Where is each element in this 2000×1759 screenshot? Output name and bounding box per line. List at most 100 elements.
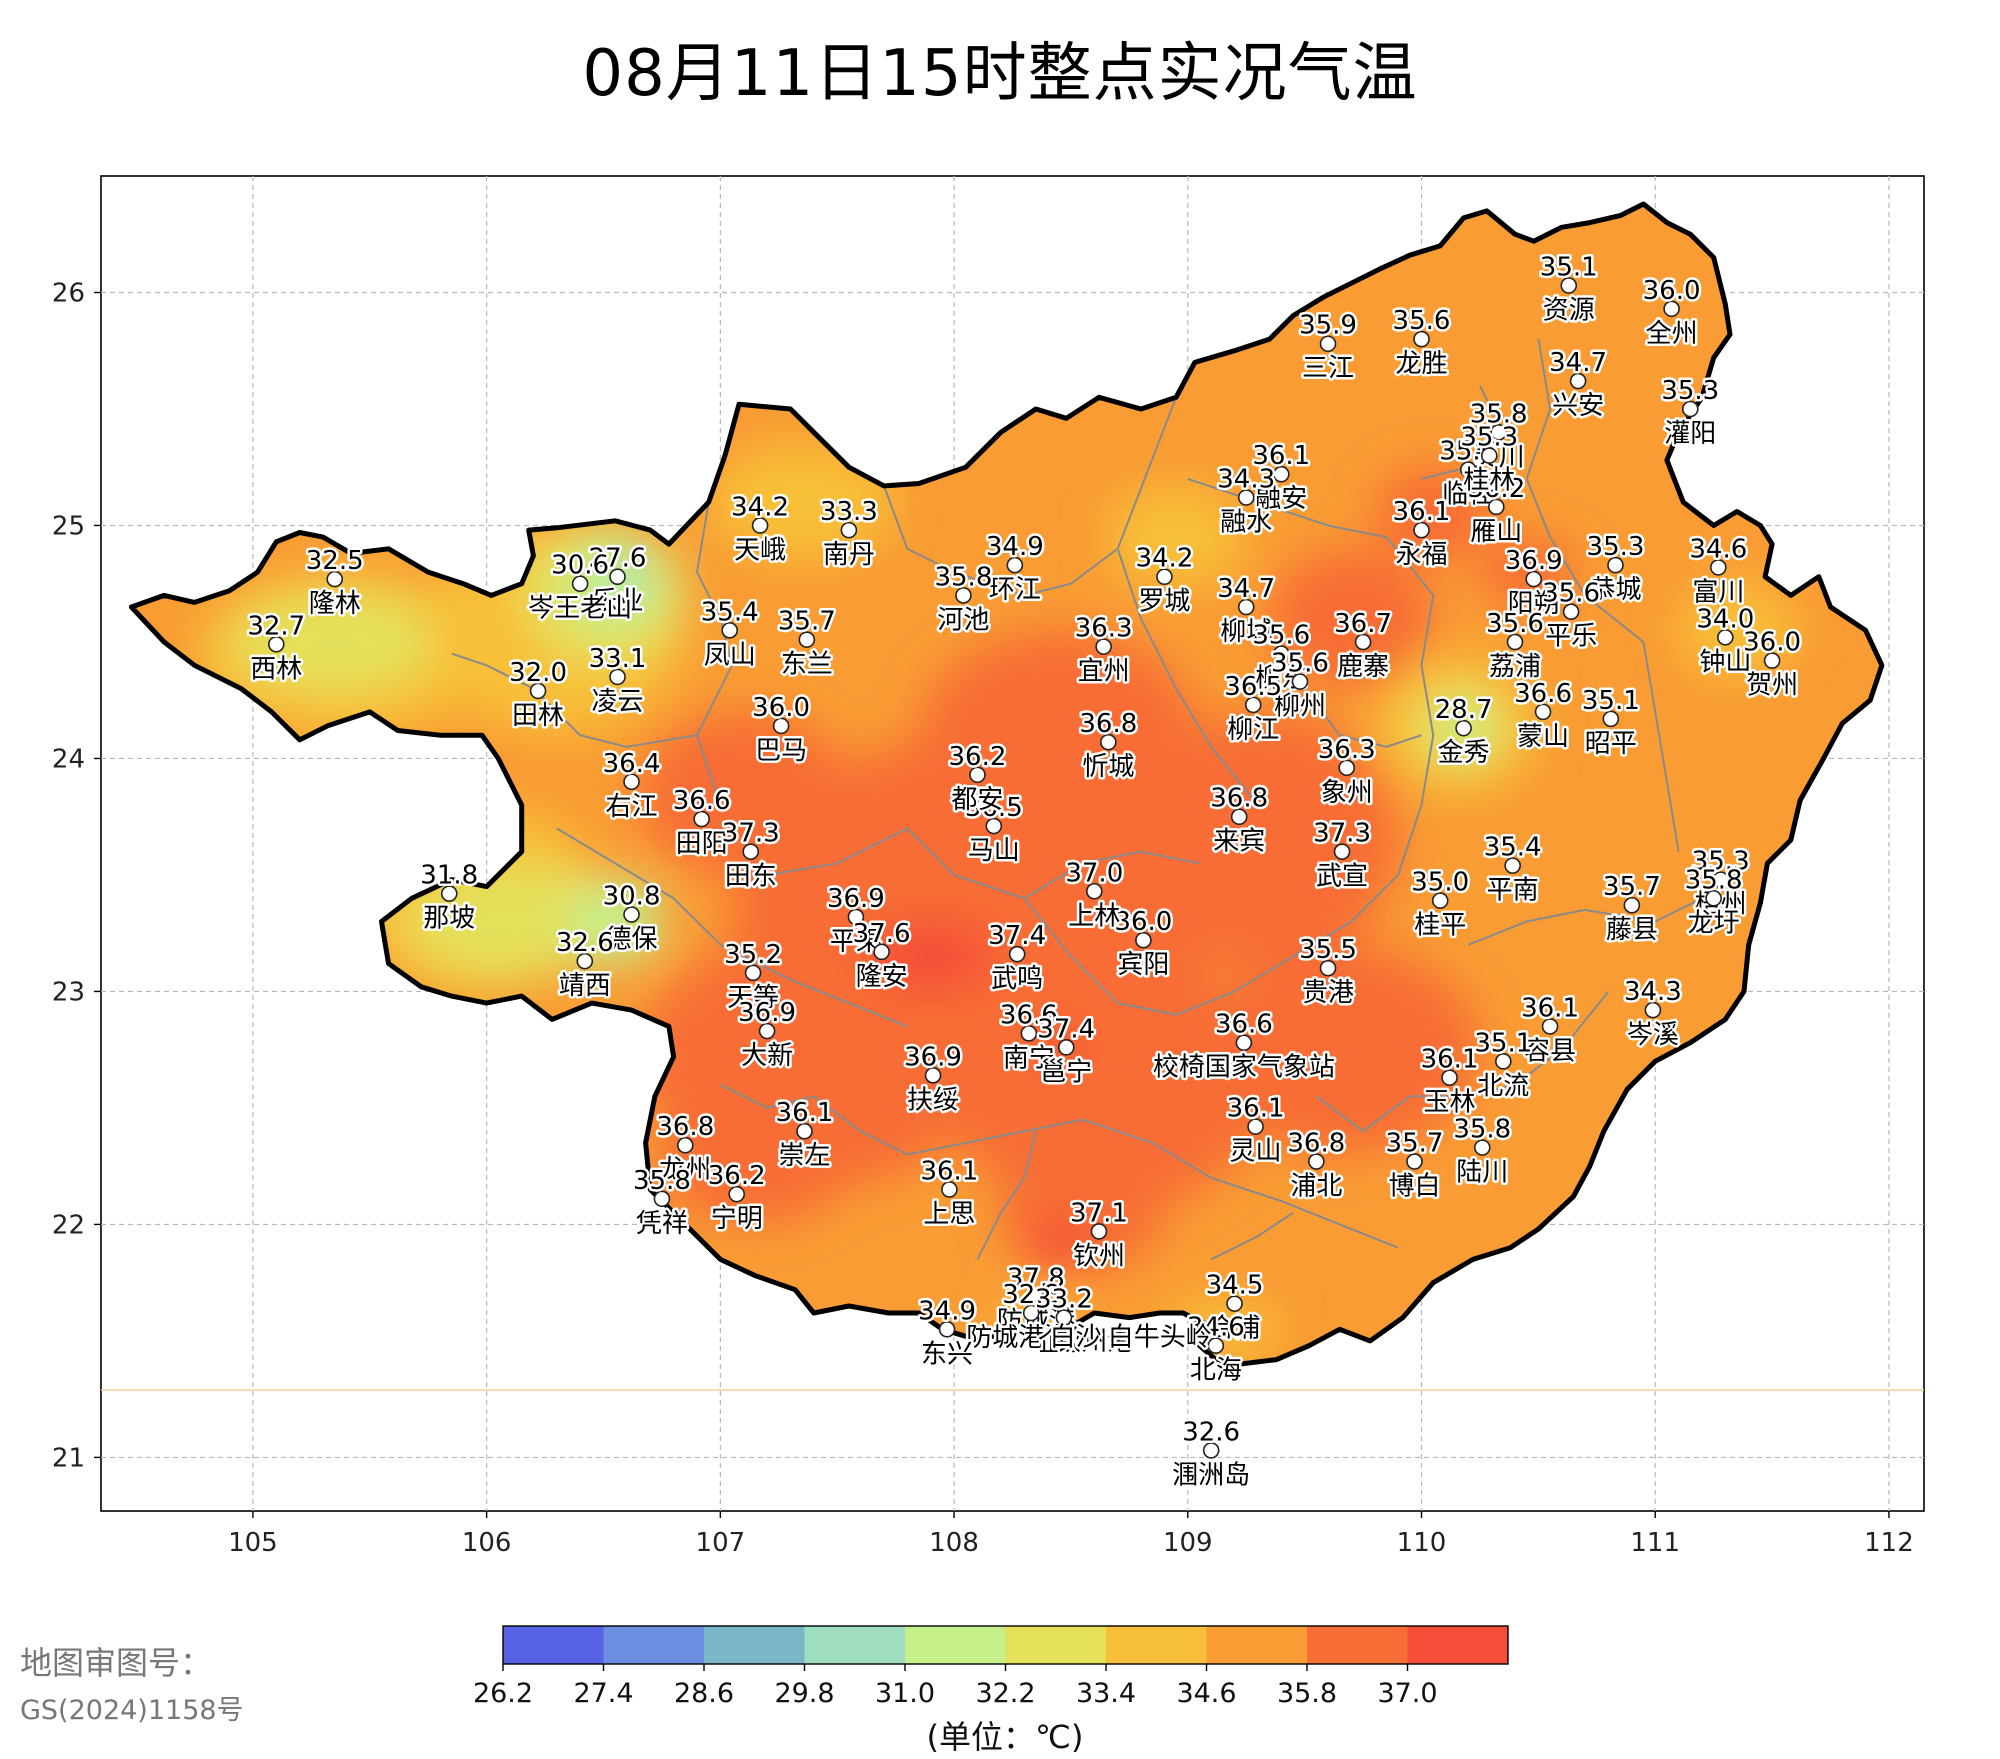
station-name: 荔浦 — [1489, 652, 1541, 682]
station-marker: 35.7 藤县 — [1600, 870, 1663, 948]
station-dot — [1506, 633, 1524, 651]
station-value: 36.5 — [1224, 672, 1282, 702]
station-dot — [941, 1181, 958, 1198]
station-marker: 35.7 东兰 — [775, 604, 838, 682]
station-value: 35.7 — [1603, 872, 1661, 902]
station-dot — [1431, 892, 1449, 909]
station-name: 上林 — [1068, 901, 1120, 931]
colorbar-segment — [905, 1626, 1006, 1664]
x-tick-label: 108 — [929, 1528, 979, 1558]
station-value: 35.3 — [1661, 376, 1719, 406]
station-marker: 36.2 雁山 — [1465, 471, 1528, 549]
colorbar-tick-label: 35.8 — [1277, 1678, 1337, 1709]
station-dot — [1663, 300, 1680, 318]
station-value: 34.3 — [1624, 977, 1682, 1007]
map-approval-label: 地图审图号： — [20, 1644, 213, 1682]
station-marker: 35.8 河池 — [932, 560, 995, 638]
station-name: 涠洲岛 — [1172, 1460, 1250, 1490]
temperature-zone — [1479, 537, 1574, 608]
station-marker: 36.8 忻城 — [1077, 707, 1140, 785]
station-name: 环江 — [989, 575, 1041, 605]
station-name: 北海 — [1190, 1356, 1242, 1386]
station-dot — [1090, 1223, 1108, 1240]
station-dot — [1230, 808, 1248, 826]
station-dot — [721, 622, 739, 639]
station-marker: 34.7 兴安 — [1547, 346, 1610, 424]
temperature-zone — [1024, 1224, 1095, 1272]
station-value: 35.4 — [701, 597, 759, 627]
station-marker: 36.9 大新 — [736, 996, 799, 1074]
station-marker: 35.6 柳州 — [1269, 646, 1332, 724]
station-marker: 36.0 巴马 — [750, 690, 813, 768]
y-tick-label: 24 — [52, 744, 85, 774]
station-name: 桂林 — [1463, 466, 1515, 496]
station-dot — [1406, 1153, 1423, 1170]
station-dot — [571, 575, 589, 593]
station-marker: 32.6 涠洲岛 — [1170, 1415, 1253, 1493]
station-name: 贵港 — [1302, 978, 1354, 1008]
station-marker: 27.6 乐业 — [586, 541, 649, 619]
station-dot — [758, 1022, 776, 1040]
station-name: 凭祥 — [636, 1209, 688, 1239]
station-name: 宜州 — [1078, 657, 1130, 687]
station-value: 36.9 — [827, 884, 885, 914]
station-marker: 35.3 恭城 — [1584, 530, 1647, 608]
colorbar-tick-label: 31.0 — [875, 1678, 935, 1709]
temperature-zone — [1141, 711, 1399, 969]
station-dot — [1308, 1153, 1325, 1170]
station-marker: 37.4 武鸣 — [986, 919, 1049, 997]
station-dot — [1291, 673, 1309, 690]
station-dot — [985, 817, 1003, 835]
extra-place-label: 白沙 — [1050, 1323, 1102, 1353]
station-value: 33.2 — [1035, 1285, 1093, 1315]
station-name: 平乐 — [1545, 622, 1597, 652]
station-dot — [1607, 556, 1624, 574]
station-name: 东兴 — [921, 1339, 973, 1369]
station-dot — [1354, 633, 1372, 651]
station-value: 36.1 — [1521, 993, 1579, 1023]
station-marker: 33.3 南丹 — [817, 495, 880, 573]
station-marker: 35.4 凤山 — [698, 595, 761, 673]
station-marker: 36.8 浦北 — [1285, 1126, 1348, 1204]
station-dot — [576, 952, 594, 970]
temperature-zone — [638, 711, 849, 875]
station-value: 36.0 — [1114, 907, 1172, 937]
station-name: 鹿寨 — [1337, 652, 1389, 682]
station-name: 巴马 — [755, 736, 807, 766]
station-value: 32.6 — [556, 928, 614, 958]
colorbar-segment — [1407, 1626, 1509, 1664]
station-dot — [1202, 1442, 1220, 1459]
colorbar-segment — [804, 1626, 906, 1664]
station-marker: 34.6 富川 — [1687, 532, 1750, 610]
station-dot — [1441, 1069, 1458, 1086]
station-value: 36.0 — [1743, 628, 1801, 658]
x-tick-label: 105 — [228, 1528, 278, 1558]
station-name: 金秀 — [1438, 738, 1490, 768]
station-marker: 37.3 田东 — [719, 816, 782, 894]
station-dot — [1705, 889, 1722, 907]
station-marker: 34.9 东兴 — [916, 1294, 979, 1372]
station-value: 36.1 — [776, 1098, 834, 1128]
station-marker: 36.1 融安 — [1250, 439, 1313, 517]
station-marker: 32.0 田林 — [507, 655, 570, 733]
station-name: 柳州 — [1274, 692, 1326, 722]
station-dot — [1534, 703, 1552, 721]
station-dot — [1319, 959, 1337, 977]
station-name: 乐业 — [592, 587, 644, 617]
station-value: 35.8 — [934, 562, 992, 592]
station-name: 钟山 — [1699, 647, 1751, 677]
station-dot — [609, 568, 626, 586]
station-name: 马山 — [968, 836, 1020, 866]
station-marker: 35.9 三江 — [1297, 308, 1360, 386]
station-name: 都安 — [951, 785, 1003, 815]
station-name: 永福 — [1395, 540, 1447, 570]
station-dot — [1455, 719, 1472, 737]
station-value: 34.9 — [986, 532, 1044, 562]
station-name: 柳江 — [1227, 715, 1279, 745]
colorbar-segment — [1005, 1626, 1107, 1664]
station-value: 35.2 — [724, 940, 782, 970]
colorbar-tick-label: 32.2 — [975, 1678, 1035, 1709]
station-name: 龙州 — [659, 1155, 711, 1185]
station-marker: 35.1 昭平 — [1579, 683, 1642, 761]
